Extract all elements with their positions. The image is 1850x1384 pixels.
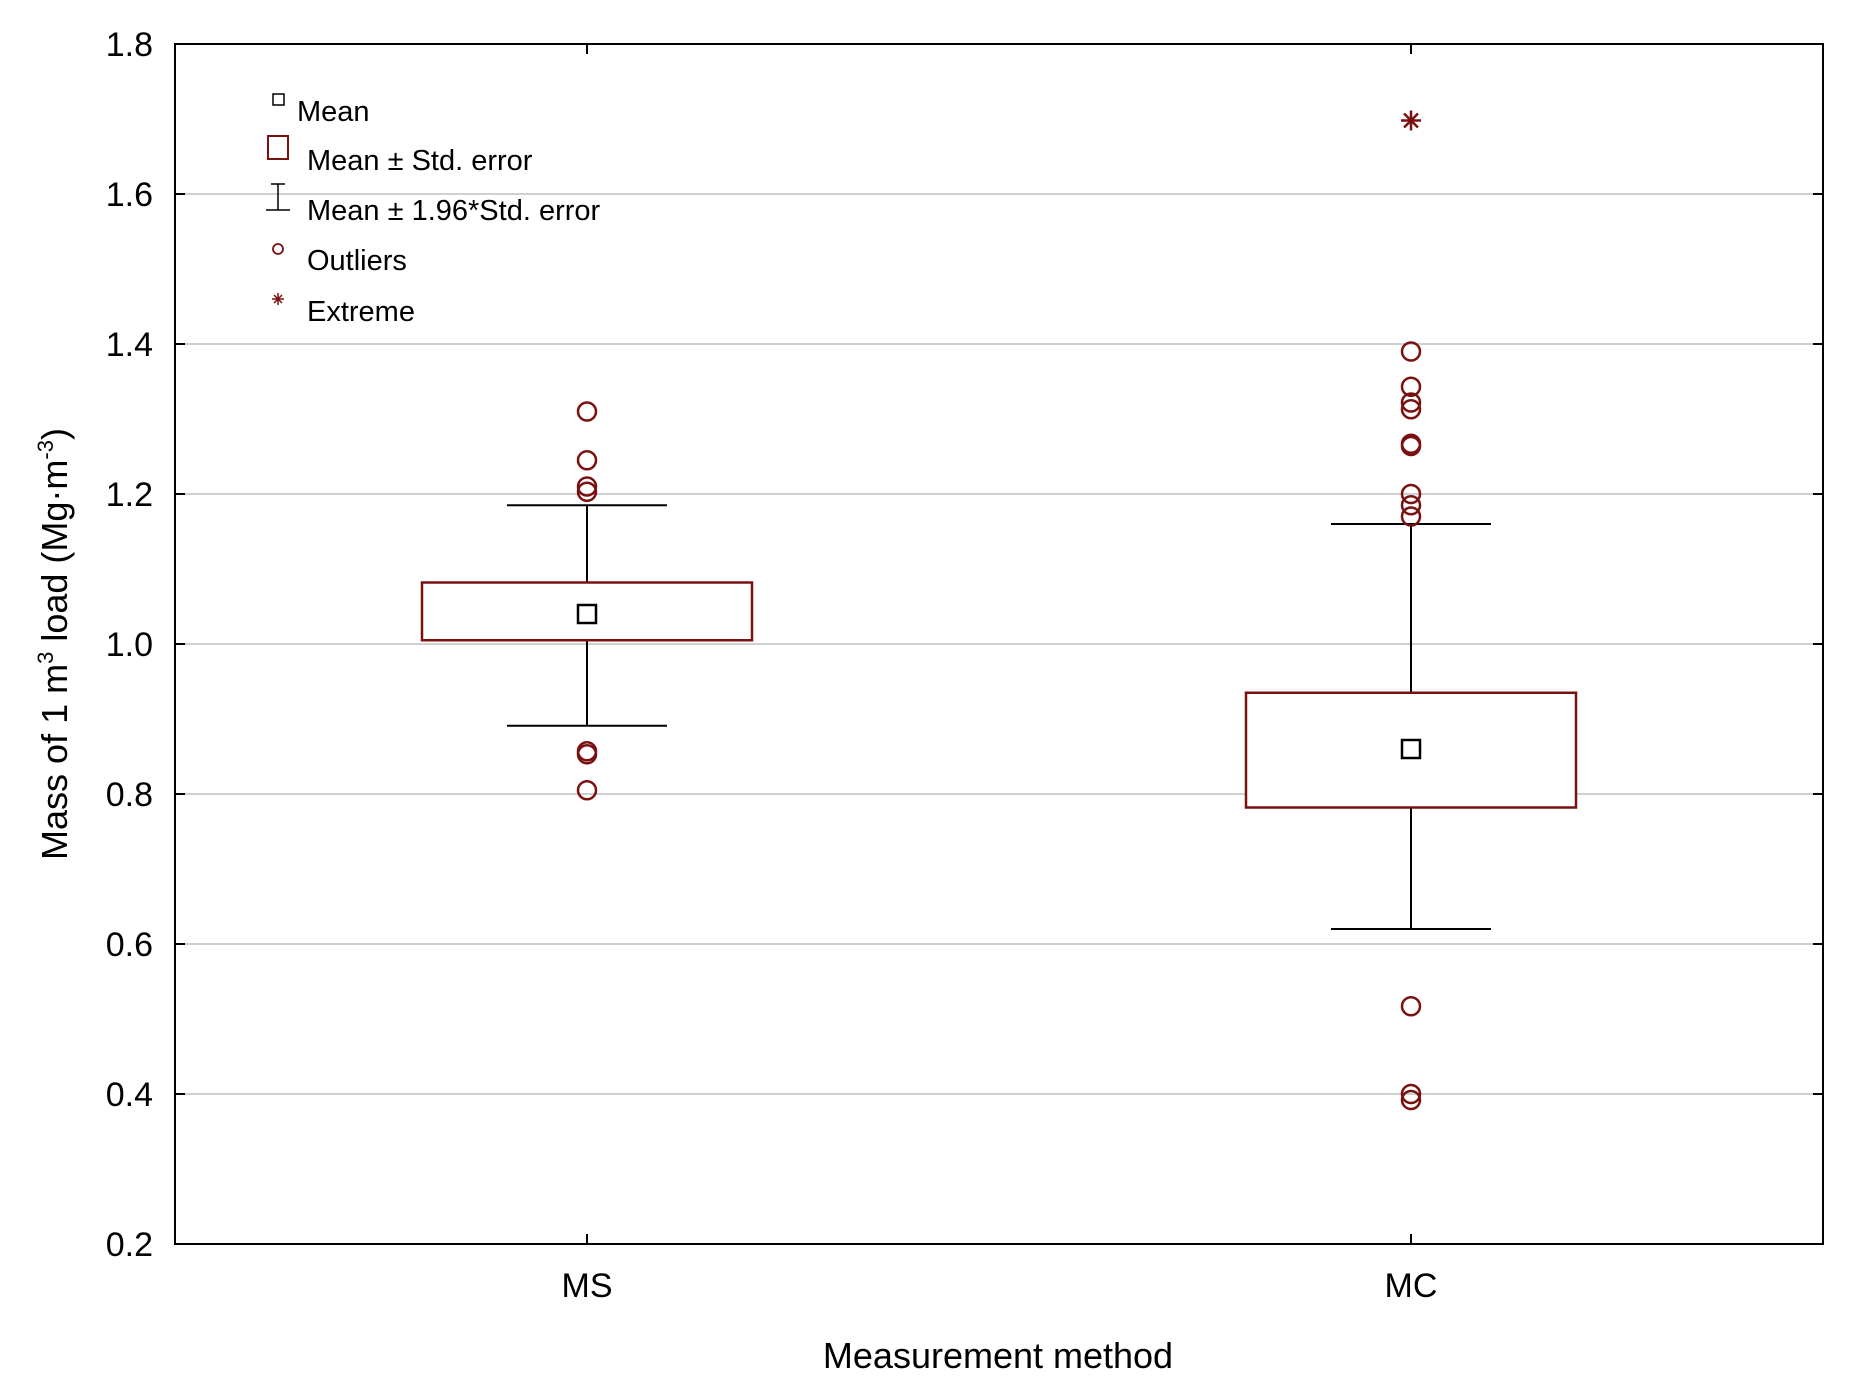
y-tick-label: 1.8 xyxy=(106,26,153,64)
x-axis-title: Measurement method xyxy=(823,1335,1173,1376)
mean-marker-ms xyxy=(576,603,598,625)
legend-ci-whisker-label: Mean ± 1.96*Std. error xyxy=(307,195,601,227)
chart-marks xyxy=(420,110,1578,1111)
group-mc xyxy=(1244,110,1578,1111)
outlier-point-mc xyxy=(1400,506,1422,527)
outlier-point-mc xyxy=(1400,495,1422,516)
outlier-point-mc xyxy=(1400,341,1422,362)
extreme-point-mc xyxy=(1401,110,1421,131)
outlier-point-ms xyxy=(576,744,598,765)
legend-ci-whisker-symbol xyxy=(266,183,290,211)
legend-se-box-label: Mean ± Std. error xyxy=(307,145,533,177)
y-axis-title: Mass of 1 m3 load (Mg·m-3) xyxy=(33,428,75,860)
legend-outlier-symbol xyxy=(272,243,284,255)
outlier-point-mc xyxy=(1400,1089,1422,1111)
outlier-point-mc xyxy=(1400,996,1422,1017)
se-box-ms xyxy=(420,581,754,642)
y-axis-title-middle: load (Mg·m xyxy=(34,460,75,652)
legend-extreme-label: Extreme xyxy=(307,296,415,328)
x-tick-label-mc: MC xyxy=(1385,1267,1438,1305)
outlier-point-ms xyxy=(576,401,598,422)
gridlines xyxy=(175,193,1823,1095)
outlier-point-ms xyxy=(576,481,598,502)
x-tick-labels: MS MC xyxy=(562,1267,1438,1305)
outlier-point-mc xyxy=(1400,1083,1422,1105)
legend: Mean Mean ± Std. error Mean ± 1.96*Std. … xyxy=(266,93,601,328)
outlier-point-mc xyxy=(1400,435,1422,457)
axis-ticks xyxy=(175,43,1823,1245)
y-tick-label: 1.0 xyxy=(106,626,153,664)
outlier-point-mc xyxy=(1400,483,1422,505)
y-axis-title-suffix: ) xyxy=(34,428,75,440)
y-axis-title-sup1: 3 xyxy=(33,652,58,664)
group-ms xyxy=(420,401,754,801)
legend-extreme-symbol xyxy=(272,293,284,305)
legend-mean-symbol xyxy=(272,93,285,106)
legend-outlier-label: Outliers xyxy=(307,245,407,277)
mean-marker-mc xyxy=(1400,738,1422,760)
y-tick-label: 1.6 xyxy=(106,176,153,214)
y-tick-label: 1.4 xyxy=(106,326,153,364)
se-box-mc xyxy=(1244,691,1578,809)
outlier-point-ms xyxy=(576,476,598,497)
y-tick-label: 1.2 xyxy=(106,476,153,514)
y-tick-label: 0.6 xyxy=(106,926,153,964)
legend-se-box-symbol xyxy=(267,135,289,160)
outlier-point-mc xyxy=(1400,376,1422,397)
x-tick-label-ms: MS xyxy=(562,1267,613,1305)
y-tick-label: 0.2 xyxy=(106,1226,153,1264)
outlier-point-mc xyxy=(1400,392,1422,413)
outlier-point-ms xyxy=(576,780,598,801)
outlier-point-ms xyxy=(576,450,598,471)
outlier-point-mc xyxy=(1400,399,1422,420)
y-axis-title-prefix: Mass of 1 m xyxy=(34,664,75,860)
y-tick-label: 0.4 xyxy=(106,1076,153,1114)
y-axis-title-sup2: -3 xyxy=(33,440,58,460)
y-tick-label: 0.8 xyxy=(106,776,153,814)
y-tick-labels: 0.2 0.4 0.6 0.8 1.0 1.2 1.4 1.6 1.8 xyxy=(106,26,153,1264)
legend-mean-label: Mean xyxy=(297,96,370,128)
